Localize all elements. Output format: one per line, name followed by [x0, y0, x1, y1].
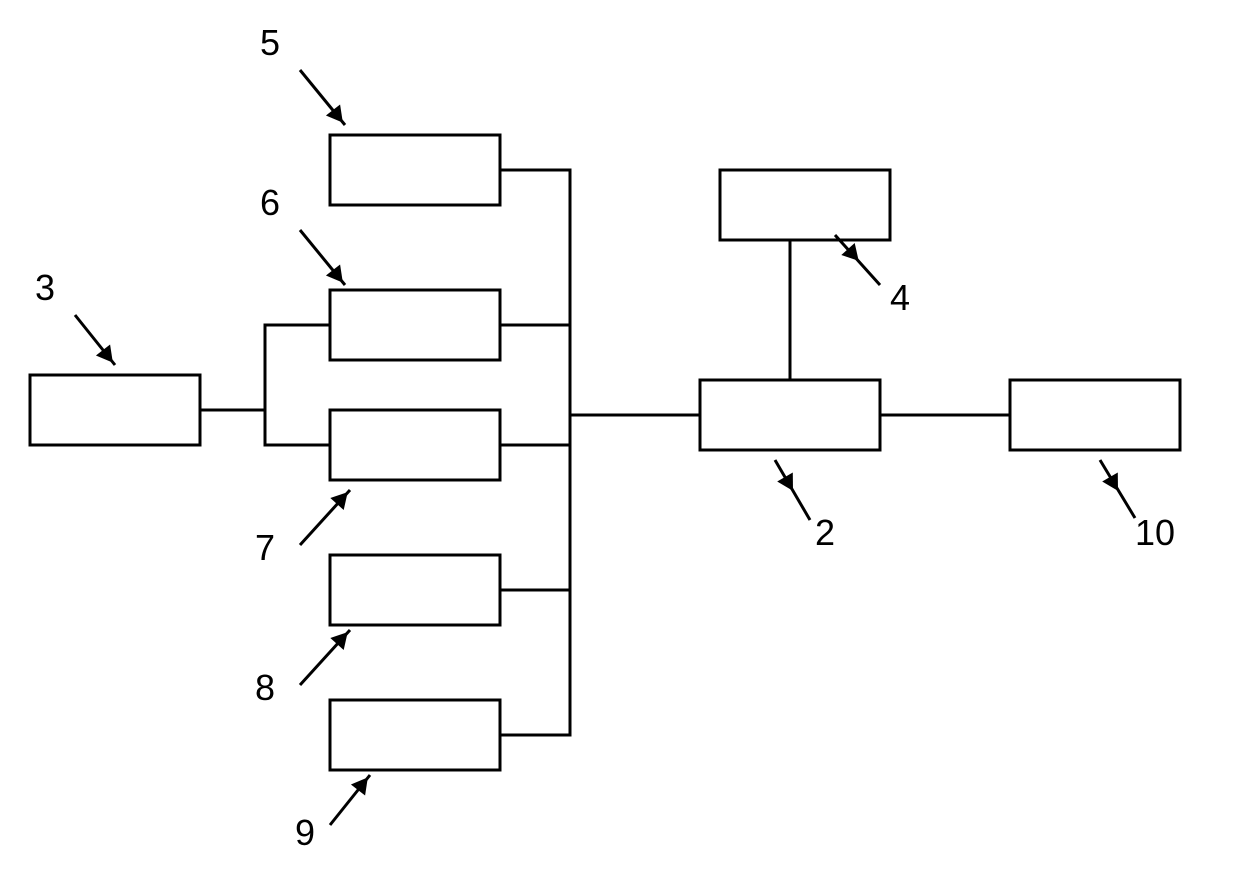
node-n5 [330, 135, 500, 205]
node-n9 [330, 700, 500, 770]
node-n10 [1010, 380, 1180, 450]
node-n2 [700, 380, 880, 450]
label-2: 2 [815, 512, 835, 553]
connector [200, 325, 330, 410]
label-7: 7 [255, 527, 275, 568]
node-n7 [330, 410, 500, 480]
label-6: 6 [260, 182, 280, 223]
connector [265, 410, 330, 445]
label-9: 9 [295, 812, 315, 853]
arrowhead-icon [1102, 473, 1126, 496]
node-n8 [330, 555, 500, 625]
block-diagram: 3 5 6 7 8 9 4 2 10 [0, 0, 1240, 878]
label-3: 3 [35, 267, 55, 308]
connector [500, 170, 570, 415]
connector [500, 415, 570, 735]
node-n6 [330, 290, 500, 360]
label-5: 5 [260, 22, 280, 63]
arrowhead-icon [777, 473, 801, 496]
label-10: 10 [1135, 512, 1175, 553]
label-8: 8 [255, 667, 275, 708]
label-4: 4 [890, 277, 910, 318]
node-n3 [30, 375, 200, 445]
node-n4 [720, 170, 890, 240]
